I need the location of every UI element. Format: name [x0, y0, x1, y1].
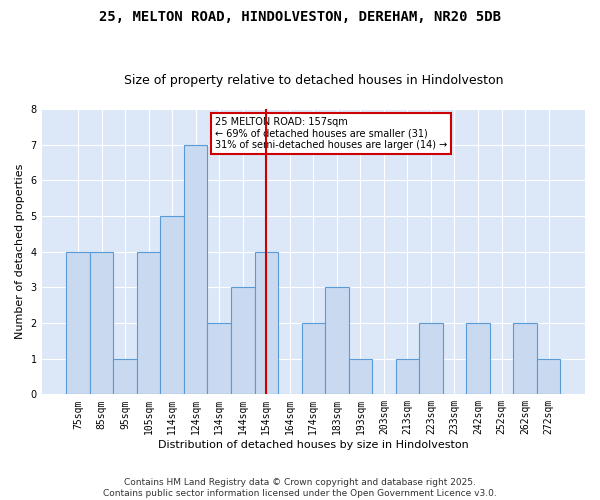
X-axis label: Distribution of detached houses by size in Hindolveston: Distribution of detached houses by size … [158, 440, 469, 450]
Y-axis label: Number of detached properties: Number of detached properties [15, 164, 25, 340]
Bar [231, 288, 254, 395]
Bar [325, 288, 349, 395]
Bar [90, 252, 113, 394]
Bar [184, 144, 208, 394]
Bar [537, 358, 560, 394]
Title: Size of property relative to detached houses in Hindolveston: Size of property relative to detached ho… [124, 74, 503, 87]
Bar [160, 216, 184, 394]
Bar [466, 323, 490, 394]
Text: 25, MELTON ROAD, HINDOLVESTON, DEREHAM, NR20 5DB: 25, MELTON ROAD, HINDOLVESTON, DEREHAM, … [99, 10, 501, 24]
Bar [67, 252, 90, 394]
Bar [137, 252, 160, 394]
Bar [395, 358, 419, 394]
Text: Contains HM Land Registry data © Crown copyright and database right 2025.
Contai: Contains HM Land Registry data © Crown c… [103, 478, 497, 498]
Bar [513, 323, 537, 394]
Bar [302, 323, 325, 394]
Bar [419, 323, 443, 394]
Bar [208, 323, 231, 394]
Bar [113, 358, 137, 394]
Text: 25 MELTON ROAD: 157sqm
← 69% of detached houses are smaller (31)
31% of semi-det: 25 MELTON ROAD: 157sqm ← 69% of detached… [215, 117, 447, 150]
Bar [254, 252, 278, 394]
Bar [349, 358, 372, 394]
